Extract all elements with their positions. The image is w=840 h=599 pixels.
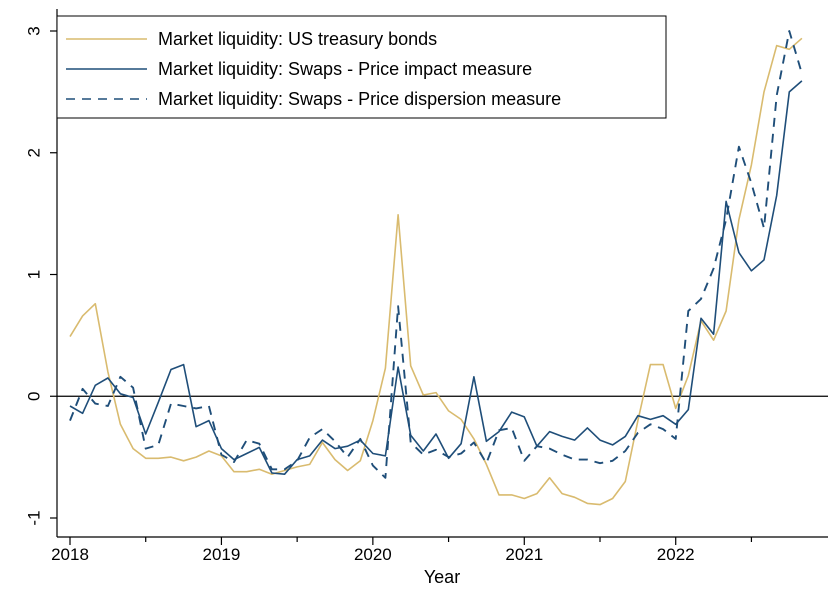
series-line-treasury <box>69 37 803 506</box>
x-tick-label: 2021 <box>505 545 543 564</box>
legend: Market liquidity: US treasury bonds Mark… <box>56 15 667 119</box>
legend-label-treasury: Market liquidity: US treasury bonds <box>158 29 437 49</box>
x-axis-title: Year <box>424 567 460 587</box>
legend-label-price-dispersion: Market liquidity: Swaps - Price dispersi… <box>158 89 561 109</box>
y-tick-label: 3 <box>25 26 44 35</box>
legend-box <box>56 15 667 119</box>
y-tick-label: -1 <box>25 510 44 525</box>
series-layer <box>69 30 803 506</box>
y-tick-label: 1 <box>25 270 44 279</box>
x-tick-label: 2020 <box>354 545 392 564</box>
legend-label-price-impact: Market liquidity: Swaps - Price impact m… <box>158 59 532 79</box>
series-line-price-impact <box>69 80 803 476</box>
y-tick-label: 0 <box>25 392 44 401</box>
y-axis-ticks: -1 0 1 2 3 <box>25 26 57 526</box>
x-axis-ticks: 2018 2019 2020 2021 2022 <box>51 537 753 564</box>
series-line-price-dispersion <box>69 30 803 479</box>
x-tick-label: 2022 <box>657 545 695 564</box>
x-tick-label: 2019 <box>203 545 241 564</box>
x-tick-label: 2018 <box>51 545 89 564</box>
y-tick-label: 2 <box>25 148 44 157</box>
